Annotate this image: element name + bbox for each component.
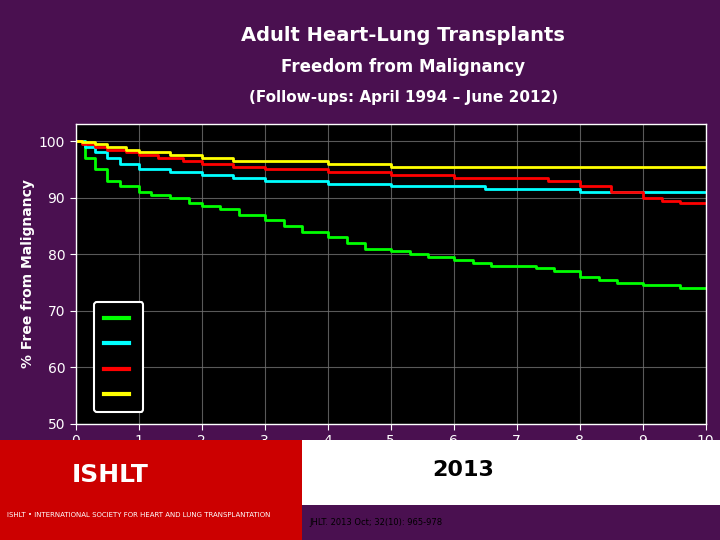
Text: JHLT. 2013 Oct; 32(10): 965-978: JHLT. 2013 Oct; 32(10): 965-978: [310, 517, 443, 526]
X-axis label: Years: Years: [367, 453, 414, 468]
Text: Adult Heart-Lung Transplants: Adult Heart-Lung Transplants: [241, 25, 565, 45]
Text: ISHLT • INTERNATIONAL SOCIETY FOR HEART AND LUNG TRANSPLANTATION: ISHLT • INTERNATIONAL SOCIETY FOR HEART …: [7, 512, 271, 518]
Y-axis label: % Free from Malignancy: % Free from Malignancy: [21, 180, 35, 368]
Text: (Follow-ups: April 1994 – June 2012): (Follow-ups: April 1994 – June 2012): [248, 90, 558, 105]
Bar: [0, 440, 302, 540]
Legend: , , , : , , ,: [94, 302, 143, 411]
Bar: [302, 440, 720, 505]
Text: 2013: 2013: [432, 460, 494, 480]
Text: Freedom from Malignancy: Freedom from Malignancy: [281, 58, 526, 77]
Text: ISHLT: ISHLT: [72, 463, 149, 487]
